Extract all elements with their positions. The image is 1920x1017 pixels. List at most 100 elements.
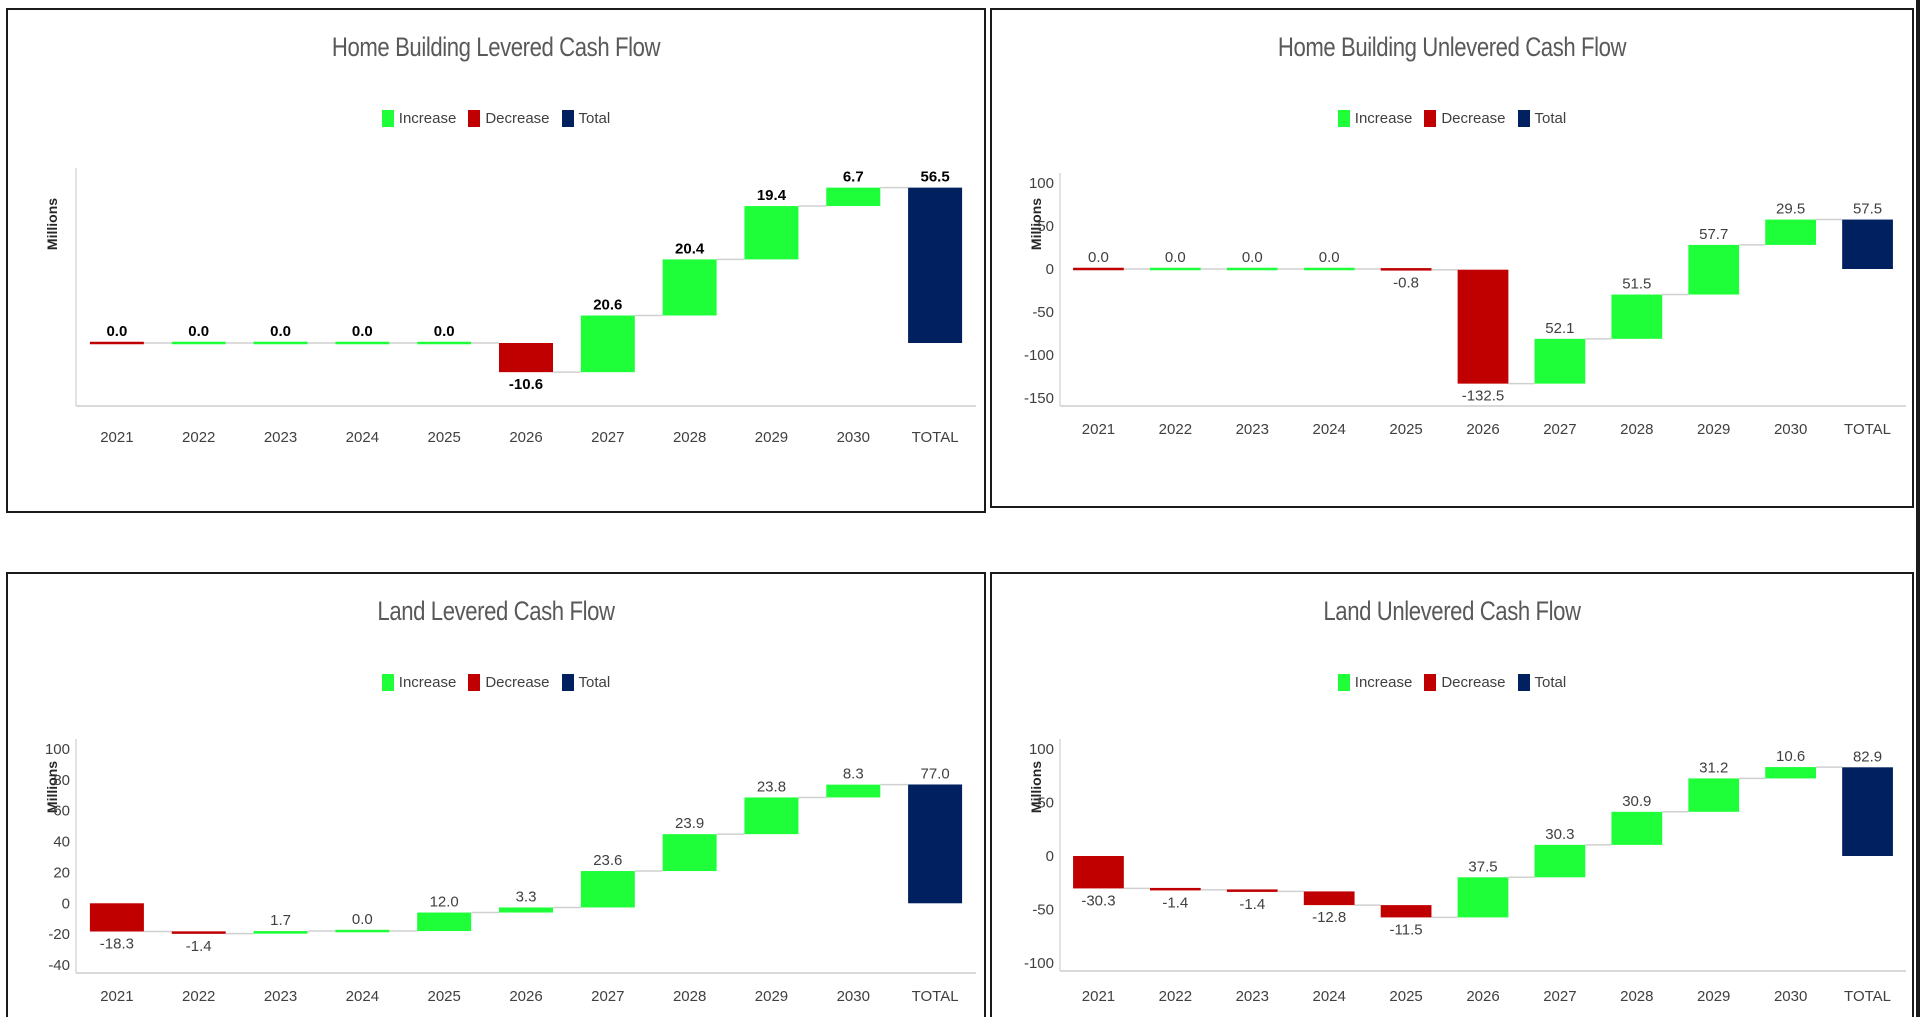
y-tick-label: -40: [48, 957, 70, 974]
x-tick-label: 2030: [837, 988, 870, 1005]
y-tick-label: 50: [1037, 795, 1054, 812]
x-tick-label: 2028: [673, 429, 706, 446]
waterfall-bar-2023: [253, 341, 308, 345]
legend-label: Increase: [398, 110, 457, 127]
x-tick-label: 2029: [755, 988, 788, 1005]
x-tick-label: 2026: [1466, 421, 1499, 438]
y-tick-label: 50: [1037, 218, 1054, 235]
chart-legend: Increase Decrease Total: [8, 674, 984, 691]
increase-swatch: [1337, 110, 1350, 127]
x-tick-label: 2023: [1236, 421, 1269, 438]
data-label: 20.4: [675, 240, 705, 257]
data-label: 0.0: [188, 323, 209, 340]
waterfall-bar-2024: [1303, 267, 1355, 271]
y-tick-label: 80: [53, 772, 70, 789]
chart-legend: Increase Decrease Total: [992, 674, 1912, 691]
waterfall-bar-2026: [1457, 877, 1509, 918]
y-tick-label: 0: [1046, 848, 1054, 865]
waterfall-bar-2023: [1226, 267, 1278, 271]
x-tick-label: 2024: [1312, 988, 1345, 1005]
y-tick-label: 100: [1029, 175, 1054, 192]
legend-label: Increase: [1354, 110, 1413, 127]
chart-title: Home Building Levered Cash Flow: [331, 32, 661, 62]
waterfall-bar-2027: [1534, 844, 1586, 878]
chart-panel-home-building-levered: Home Building Levered Cash Flow Increase…: [6, 8, 986, 513]
waterfall-bar-2024: [335, 929, 390, 933]
x-tick-label: 2024: [346, 988, 379, 1005]
legend-label: Total: [578, 110, 611, 127]
x-tick-label: 2021: [100, 988, 133, 1005]
x-tick-label: 2023: [264, 429, 297, 446]
data-label: 3.3: [516, 888, 537, 905]
waterfall-bar-2022: [171, 341, 226, 345]
chart-title: Land Levered Cash Flow: [377, 596, 615, 626]
x-tick-label: 2023: [1236, 988, 1269, 1005]
x-tick-label: 2022: [1159, 421, 1192, 438]
y-tick-label: 0: [1046, 261, 1054, 278]
total-swatch: [561, 110, 574, 127]
data-label: 23.8: [757, 778, 786, 795]
x-tick-label: 2026: [509, 988, 542, 1005]
y-tick-label: -150: [1024, 390, 1054, 407]
waterfall-bar-2027: [580, 315, 635, 373]
y-tick-label: 0: [62, 895, 70, 912]
data-label: 37.5: [1468, 858, 1497, 875]
total-swatch: [561, 674, 574, 691]
x-tick-label: 2025: [427, 988, 460, 1005]
legend-item-increase: Increase: [381, 110, 457, 127]
y-tick-label: 100: [45, 741, 70, 758]
data-label: 1.7: [270, 912, 291, 929]
x-tick-label: 2021: [1082, 988, 1115, 1005]
x-tick-label: 2026: [509, 429, 542, 446]
waterfall-bar-2025: [417, 912, 472, 932]
data-label: 51.5: [1622, 276, 1651, 293]
data-label: 31.2: [1699, 759, 1728, 776]
data-label: 19.4: [757, 187, 787, 204]
legend-item-total: Total: [561, 674, 610, 691]
x-tick-label: 2028: [673, 988, 706, 1005]
data-label: -1.4: [1162, 894, 1188, 911]
x-tick-label: 2027: [591, 429, 624, 446]
data-label: 0.0: [106, 323, 127, 340]
x-tick-label: 2030: [1774, 421, 1807, 438]
data-label: 77.0: [920, 765, 949, 782]
data-label: 0.0: [352, 323, 373, 340]
y-tick-label: 100: [1029, 741, 1054, 758]
waterfall-bar-2030: [1765, 219, 1817, 245]
x-tick-label: 2022: [182, 988, 215, 1005]
x-tick-label: 2030: [1774, 988, 1807, 1005]
legend-label: Increase: [398, 674, 457, 691]
x-tick-label: 2024: [1312, 421, 1345, 438]
waterfall-bar-2029: [744, 797, 799, 835]
legend-label: Decrease: [485, 674, 550, 691]
chart-panel-land-levered: Land Levered Cash Flow Increase Decrease…: [6, 572, 986, 1017]
waterfall-bar-2028: [1611, 811, 1663, 845]
data-label: -0.8: [1393, 275, 1419, 292]
data-label: 0.0: [270, 323, 291, 340]
data-label: 23.6: [593, 852, 622, 869]
data-label: 0.0: [352, 911, 373, 928]
waterfall-bar-2030: [826, 784, 881, 798]
waterfall-bar-2024: [1303, 891, 1355, 906]
legend-item-decrease: Decrease: [468, 674, 550, 691]
legend-item-increase: Increase: [1337, 110, 1413, 127]
waterfall-bar-2021: [1073, 856, 1124, 889]
data-label: -11.5: [1390, 921, 1423, 938]
legend-label: Increase: [1354, 674, 1413, 691]
legend-item-total: Total: [1517, 110, 1566, 127]
waterfall-bar-2023: [1226, 889, 1278, 892]
data-label: 56.5: [920, 169, 949, 186]
legend-label: Decrease: [485, 110, 550, 127]
waterfall-bar-2027: [580, 871, 635, 908]
waterfall-bar-TOTAL: [1842, 767, 1893, 856]
x-tick-label: TOTAL: [1844, 421, 1891, 438]
waterfall-bar-2028: [662, 834, 717, 872]
data-label: 30.9: [1622, 793, 1651, 810]
waterfall-bar-TOTAL: [908, 784, 963, 904]
waterfall-bar-2021: [1073, 267, 1124, 271]
waterfall-bar-2028: [662, 259, 717, 316]
waterfall-bar-2022: [1149, 887, 1201, 891]
waterfall-bar-2029: [744, 206, 799, 260]
data-label: -10.6: [509, 376, 543, 393]
waterfall-plot: 100 50 0 -50 -100 -30.3 2021 -1.4 2022 -1.4 2023 -1…: [1024, 739, 1906, 1005]
